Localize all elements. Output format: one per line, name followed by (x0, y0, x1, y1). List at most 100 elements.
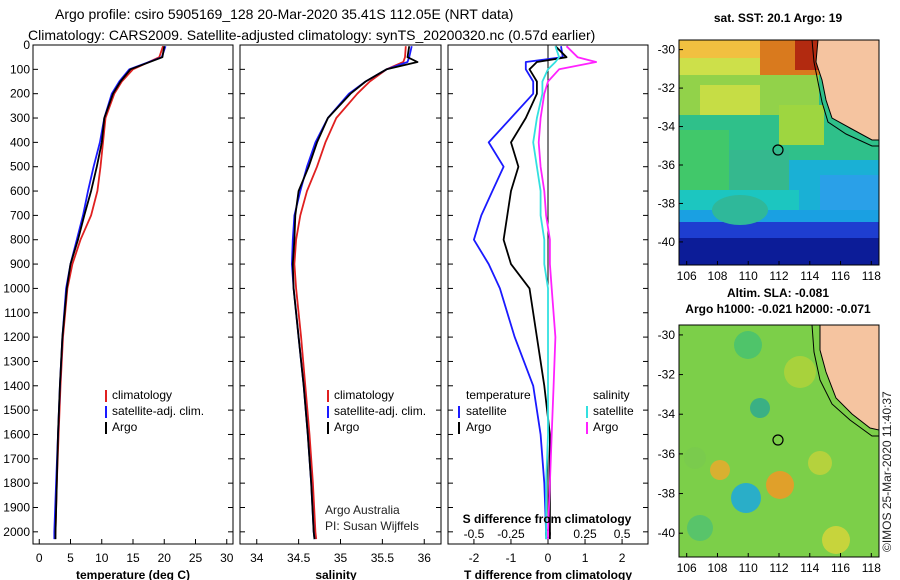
figure-title-line1: Argo profile: csiro 5905169_128 20-Mar-2… (55, 6, 513, 22)
map-x-tick-label: 112 (769, 269, 788, 283)
difference-xlabel: T difference from climatology (464, 568, 632, 580)
sla-map: Altim. SLA: -0.081 Argo h1000: -0.021 h2… (658, 286, 882, 575)
map-x-tick-label: 116 (831, 269, 850, 283)
x-tick-label: 15 (126, 551, 140, 565)
sst-map-title: sat. SST: 20.1 Argo: 19 (714, 11, 843, 25)
map-x-tick-label: 108 (707, 269, 727, 283)
map-x-tick-label: 110 (739, 269, 758, 283)
x-tick-label: 2 (619, 551, 626, 565)
difference-legend: temperature salinity satellite Argo sate… (458, 388, 634, 434)
credit-pi: PI: Susan Wijffels (325, 519, 419, 533)
map-x-tick-label: 110 (739, 561, 758, 575)
series-line-satellite-temperature (472, 46, 564, 540)
figure-title-line2: Climatology: CARS2009. Satellite-adjuste… (28, 27, 595, 43)
x-tick-label: 34.5 (287, 551, 311, 565)
legend-label-climatology: climatology (112, 388, 172, 402)
y-tick-label: 800 (10, 233, 30, 247)
map-y-tick-label: -34 (658, 120, 676, 134)
map-y-tick-label: -32 (658, 368, 676, 382)
map-x-tick-label: 118 (862, 561, 881, 575)
series-line-argo (291, 46, 419, 540)
salinity-panel: 34 34.5 35 35.5 36 salinity Argo Australia P… (239, 44, 442, 580)
map-y-tick-label: -40 (658, 526, 676, 540)
y-tick-label: 1300 (3, 354, 30, 368)
y-tick-label: 600 (10, 184, 30, 198)
map-y-tick-label: -40 (658, 235, 676, 249)
imos-credit: ©IMOS 25-Mar-2020 11:40:37 (880, 391, 894, 552)
salinity-xlabel: salinity (315, 568, 357, 580)
temperature-legend: climatology satellite-adj. clim. Argo (105, 388, 204, 434)
y-tick-label: 300 (10, 111, 30, 125)
x-tick-label: 35 (334, 551, 348, 565)
legend-label-satellite-adj: satellite-adj. clim. (112, 404, 204, 418)
s-tick-label: 0.5 (614, 527, 631, 541)
temperature-axes-frame (32, 44, 234, 545)
map-y-tick-label: -36 (658, 158, 676, 172)
map-x-tick-label: 114 (800, 269, 819, 283)
s-difference-label: S difference from climatology (463, 512, 632, 526)
map-y-tick-label: -36 (658, 447, 676, 461)
y-tick-label: 2000 (3, 525, 30, 539)
y-tick-label: 1000 (3, 281, 30, 295)
sla-map-subtitle: Argo h1000: -0.021 h2000: -0.071 (685, 302, 871, 316)
x-tick-label: 20 (158, 551, 172, 565)
y-tick-label: 1800 (3, 476, 30, 490)
salinity-legend: climatology satellite-adj. clim. Argo (327, 388, 426, 434)
map-x-tick-label: 116 (831, 561, 850, 575)
y-tick-label: 100 (10, 62, 30, 76)
y-tick-label: 500 (10, 160, 30, 174)
y-tick-label: 1700 (3, 452, 30, 466)
x-tick-label: 0 (545, 551, 552, 565)
x-tick-label: 1 (582, 551, 589, 565)
y-tick-label: 200 (10, 87, 30, 101)
x-tick-label: 34 (250, 551, 264, 565)
y-tick-label: 1100 (4, 306, 30, 320)
temperature-xlabel: temperature (deg C) (76, 568, 190, 580)
x-tick-label: 35.5 (371, 551, 395, 565)
s-tick-label: -0.25 (497, 527, 525, 541)
map-x-tick-label: 108 (707, 561, 727, 575)
map-x-tick-label: 114 (800, 561, 819, 575)
legend-label-t-argo: Argo (466, 420, 492, 434)
y-tick-label: 1600 (3, 427, 30, 441)
map-x-tick-label: 112 (769, 561, 788, 575)
y-tick-label: 1900 (3, 500, 30, 514)
series-line-argo-temperature (502, 45, 568, 540)
y-tick-label: 1500 (3, 403, 30, 417)
map-y-tick-label: -30 (658, 328, 676, 342)
credit-argo-australia: Argo Australia (325, 503, 400, 517)
map-y-tick-label: -34 (658, 407, 676, 421)
legend-label-argo: Argo (112, 420, 138, 434)
sst-map-float-marker (772, 144, 784, 156)
sla-map-title: Altim. SLA: -0.081 (727, 286, 829, 300)
y-tick-label: 1200 (3, 330, 30, 344)
series-line-argo (54, 46, 166, 540)
x-tick-label: 10 (95, 551, 109, 565)
series-line-argo-salinity (537, 45, 597, 540)
map-y-tick-label: -30 (658, 43, 676, 57)
legend-label-t-satellite: satellite (466, 404, 507, 418)
y-tick-label: 900 (10, 257, 30, 271)
y-tick-label: 0 (23, 38, 30, 52)
series-line-satellite-salinity (532, 45, 560, 540)
legend-label-s-argo: Argo (593, 420, 619, 434)
salinity-axes-frame (239, 44, 442, 545)
x-tick-label: 0 (36, 551, 43, 565)
sst-map: sat. SST: 20.1 Argo: 19 106 108 110 112 114 1 (658, 11, 882, 283)
temperature-panel: 0100200300400500600700800900100011001200… (3, 38, 233, 580)
x-tick-label: 30 (220, 551, 234, 565)
map-y-tick-label: -38 (658, 487, 676, 501)
map-x-tick-label: 118 (862, 269, 881, 283)
legend-label-argo: Argo (334, 420, 360, 434)
s-tick-label: -0.5 (464, 527, 485, 541)
y-tick-label: 1400 (3, 379, 30, 393)
x-tick-label: 36 (418, 551, 432, 565)
map-y-tick-label: -32 (658, 81, 676, 95)
s-tick-label: 0.25 (573, 527, 597, 541)
y-tick-label: 700 (10, 208, 30, 222)
legend-label-s-satellite: satellite (593, 404, 634, 418)
x-tick-label: 5 (67, 551, 74, 565)
sla-map-float-marker (772, 434, 784, 446)
